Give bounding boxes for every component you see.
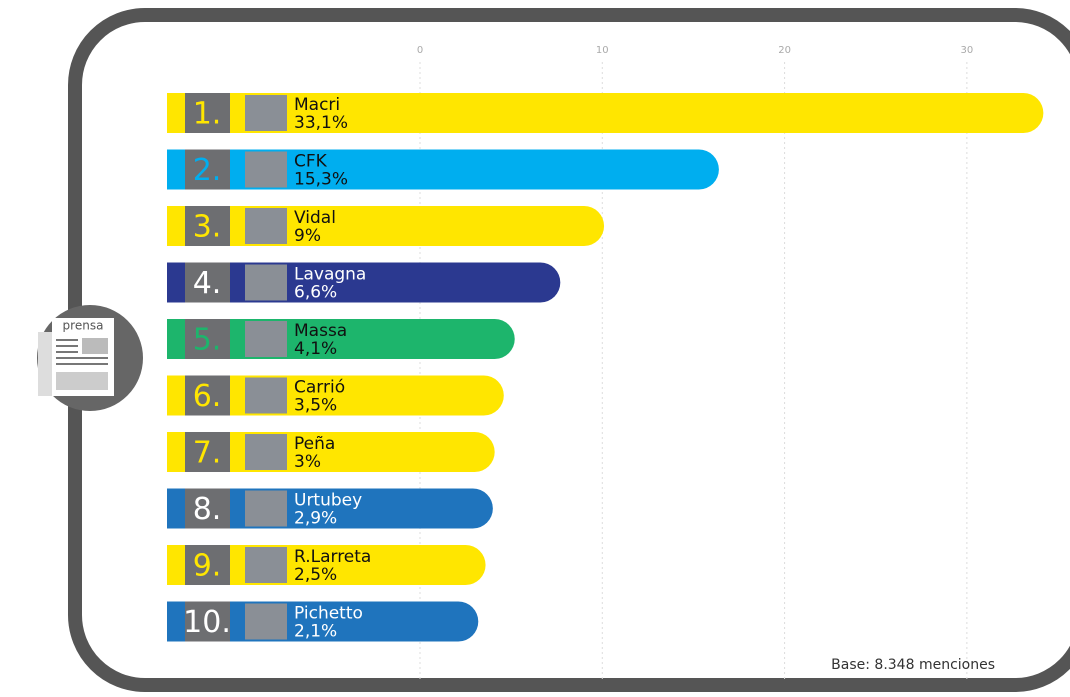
value-label: 2,1% (294, 622, 337, 642)
rank-box (185, 206, 230, 246)
rank-box (185, 601, 230, 642)
rank-box (185, 93, 230, 133)
rank: 1. (193, 97, 222, 132)
name-label: Pichetto (294, 604, 363, 624)
rank: 10. (183, 605, 231, 640)
photo (245, 321, 287, 357)
rank: 5. (193, 323, 222, 358)
name-label: Vidal (294, 208, 336, 228)
value-label: 9% (294, 226, 321, 246)
rank: 9. (193, 549, 222, 584)
name-label: Macri (294, 95, 340, 115)
name-label: CFK (294, 152, 328, 172)
value-label: 33,1% (294, 113, 348, 133)
icon-block (56, 372, 108, 390)
name-label: Massa (294, 321, 347, 341)
rank-box (185, 432, 230, 472)
rank: 8. (193, 492, 222, 527)
value-label: 6,6% (294, 283, 337, 303)
photo (245, 264, 287, 301)
x-tick-label: 20 (778, 45, 791, 56)
icon-label: prensa (63, 319, 104, 333)
photo (245, 547, 287, 583)
name-label: Lavagna (294, 265, 366, 285)
x-tick-label: 0 (417, 45, 423, 56)
bar (167, 601, 479, 642)
bar (167, 93, 1044, 133)
x-tick-label: 30 (960, 45, 973, 56)
photo (245, 603, 287, 640)
rank-box (185, 545, 230, 585)
photo (245, 208, 287, 244)
rank: 7. (193, 436, 222, 471)
value-label: 2,9% (294, 509, 337, 529)
rank-box (185, 488, 230, 529)
rank: 2. (193, 153, 222, 188)
name-label: Urtubey (294, 491, 362, 511)
rank-box (185, 375, 230, 416)
value-label: 4,1% (294, 339, 337, 359)
value-label: 15,3% (294, 170, 348, 190)
value-label: 3% (294, 452, 321, 472)
photo (245, 434, 287, 470)
rank: 4. (193, 266, 222, 301)
photo (245, 151, 287, 188)
name-label: Peña (294, 434, 335, 454)
icon-photo (82, 338, 108, 354)
rank-box (185, 319, 230, 359)
photo (245, 95, 287, 131)
photo (245, 377, 287, 414)
bar (167, 206, 605, 246)
icon-lines (56, 339, 108, 365)
grid: 0 10 20 30 (417, 45, 973, 680)
name-label: Carrió (294, 378, 345, 398)
rank: 3. (193, 210, 222, 245)
value-label: 3,5% (294, 396, 337, 416)
rank-box (185, 149, 230, 190)
x-tick-label: 10 (596, 45, 609, 56)
photo (245, 490, 287, 527)
icon-paper-side (38, 332, 52, 396)
footnote: Base: 8.348 menciones (831, 657, 995, 673)
bar (167, 149, 719, 190)
rank: 6. (193, 379, 222, 414)
name-label: R.Larreta (294, 547, 371, 567)
rank-box (185, 262, 230, 303)
value-label: 2,5% (294, 565, 337, 585)
